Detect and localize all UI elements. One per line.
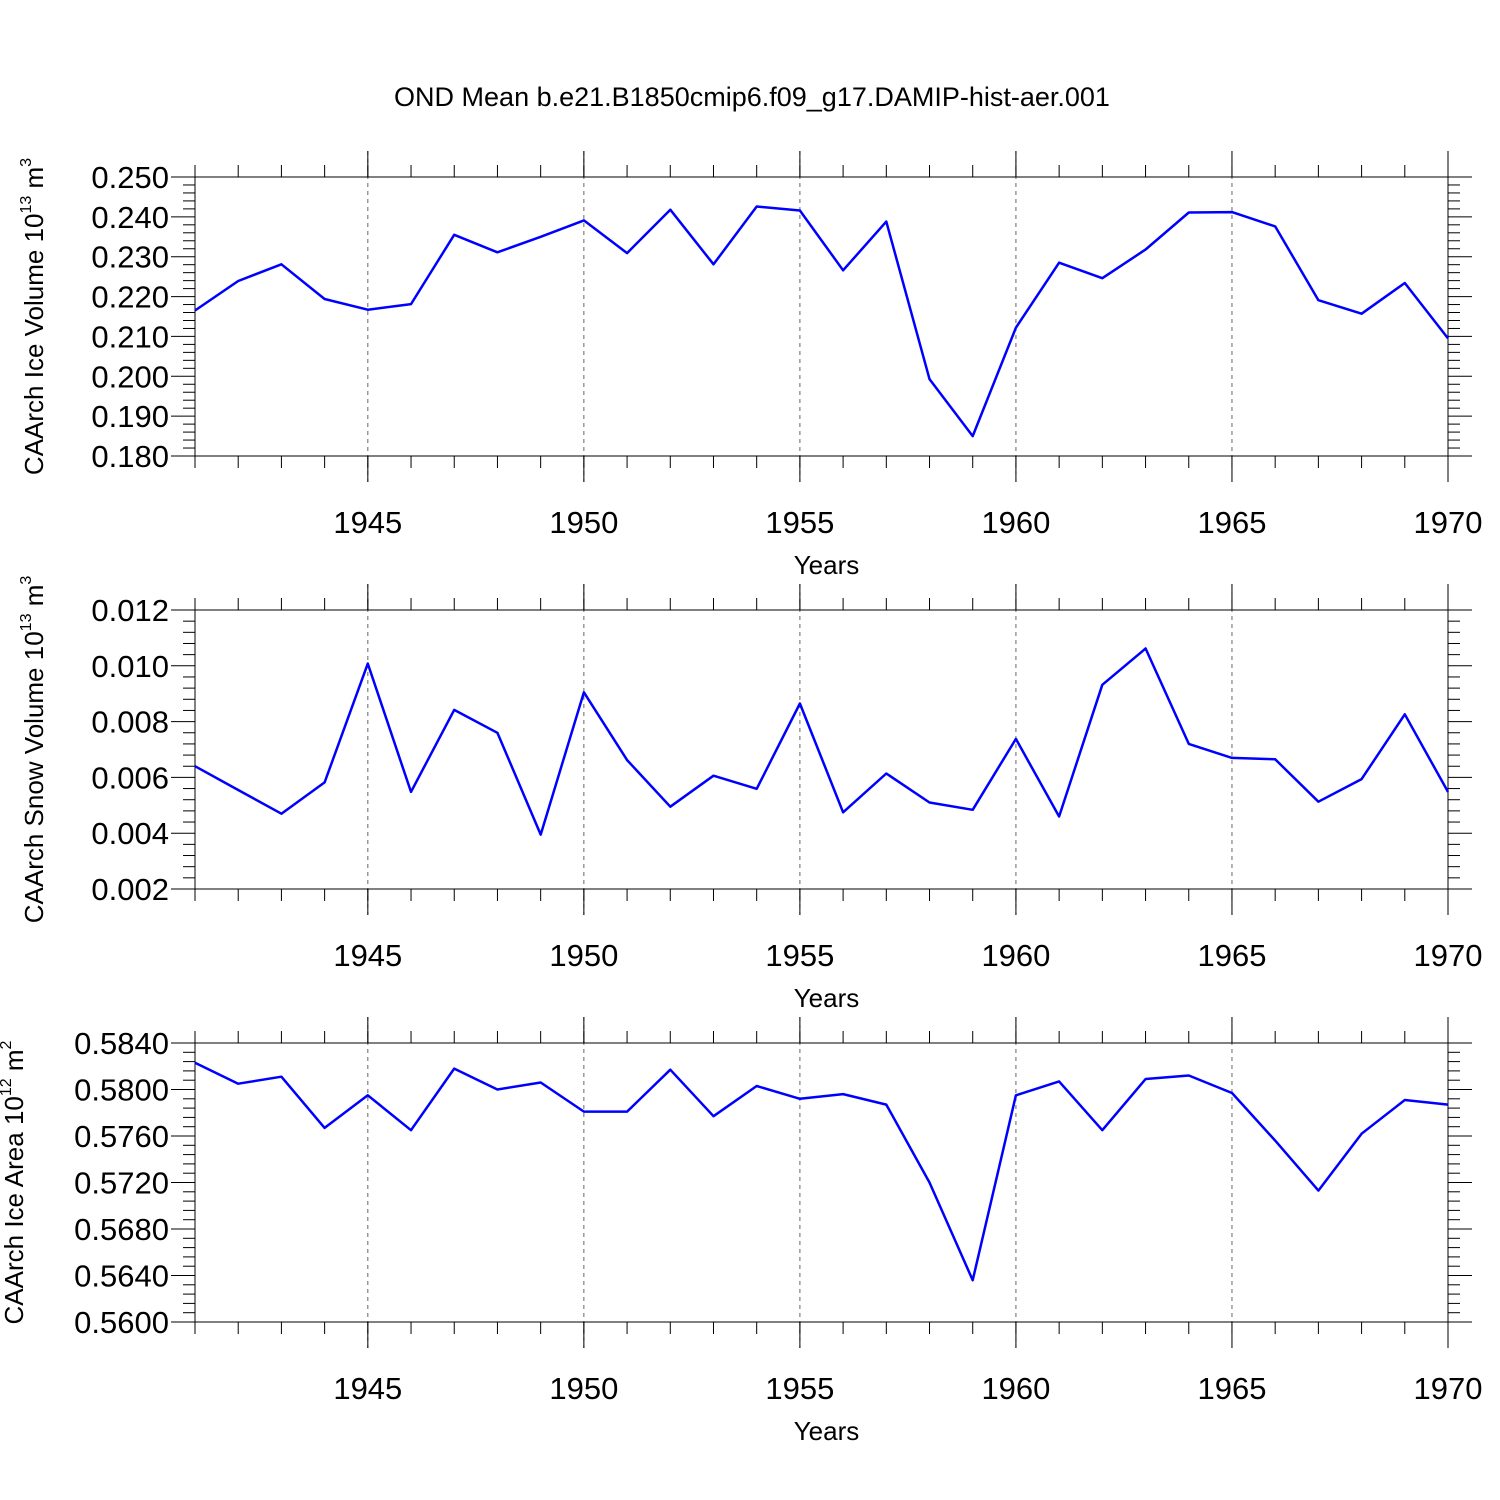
y-tick-label: 0.012 <box>91 593 169 628</box>
x-tick-label: 1955 <box>765 1371 834 1406</box>
y-tick-label: 0.180 <box>91 439 169 474</box>
x-tick-label: 1945 <box>333 938 402 973</box>
panel-2: 1945 1950 1955 1960 1965 1970 0.002 0.004 0.006 0… <box>18 576 1482 1013</box>
y-tick-label: 0.004 <box>91 816 169 851</box>
x-tick-label: 1950 <box>549 938 618 973</box>
x-tick-label: 1945 <box>333 1371 402 1406</box>
x-tick-label: 1960 <box>981 1371 1050 1406</box>
x-tick-label: 1965 <box>1197 505 1266 540</box>
x-tick-label: 1945 <box>333 505 402 540</box>
y-tick-label: 0.220 <box>91 280 169 315</box>
x-tick-label: 1950 <box>549 1371 618 1406</box>
y-tick-label: 0.200 <box>91 359 169 394</box>
y-axis-label: CAArch Snow Volume 1013 m3 <box>18 576 49 924</box>
y-tick-label: 0.5720 <box>74 1166 169 1201</box>
chart-title: OND Mean b.e21.B1850cmip6.f09_g17.DAMIP-… <box>394 82 1110 112</box>
x-tick-label: 1955 <box>765 505 834 540</box>
y-tick-label: 0.250 <box>91 160 169 195</box>
x-tick-label: 1955 <box>765 938 834 973</box>
x-tick-label: 1960 <box>981 505 1050 540</box>
y-axis-label: CAArch Ice Area 1012 m2 <box>0 1040 29 1324</box>
plot-frame <box>194 609 1449 890</box>
y-tick-label: 0.5760 <box>74 1119 169 1154</box>
y-tick-label: 0.010 <box>91 649 169 684</box>
x-tick-label: 1970 <box>1414 938 1483 973</box>
y-tick-label: 0.006 <box>91 760 169 795</box>
y-tick-label: 0.190 <box>91 399 169 434</box>
series-line <box>194 1061 1449 1282</box>
x-tick-label: 1960 <box>981 938 1050 973</box>
y-axis-label: CAArch Ice Volume 1013 m3 <box>18 158 49 475</box>
series-line <box>194 205 1449 438</box>
panel-3: 1945 1950 1955 1960 1965 1970 0.5600 0.5640 0.56… <box>0 1017 1482 1446</box>
x-tick-label: 1970 <box>1414 1371 1483 1406</box>
y-tick-label: 0.5840 <box>74 1026 169 1061</box>
x-tick-label: 1970 <box>1414 505 1483 540</box>
plot-frame <box>194 1042 1449 1323</box>
x-tick-label: 1950 <box>549 505 618 540</box>
x-axis-label: Years <box>794 1416 860 1446</box>
series-line <box>194 647 1450 836</box>
y-tick-label: 0.008 <box>91 705 169 740</box>
x-tick-label: 1965 <box>1197 938 1266 973</box>
y-tick-label: 0.240 <box>91 200 169 235</box>
panel-1: 1945 1950 1955 1960 1965 1970 0.180 0.190 0.200 0… <box>18 151 1482 580</box>
y-tick-label: 0.5600 <box>74 1305 169 1340</box>
x-tick-label: 1965 <box>1197 1371 1266 1406</box>
y-tick-label: 0.002 <box>91 872 169 907</box>
y-tick-label: 0.210 <box>91 319 169 354</box>
y-tick-label: 0.5680 <box>74 1212 169 1247</box>
y-tick-label: 0.5800 <box>74 1073 169 1108</box>
plot-frame <box>194 176 1449 457</box>
y-tick-label: 0.230 <box>91 240 169 275</box>
y-tick-label: 0.5640 <box>74 1259 169 1294</box>
x-axis-label: Years <box>794 550 860 580</box>
x-axis-label: Years <box>794 983 860 1013</box>
